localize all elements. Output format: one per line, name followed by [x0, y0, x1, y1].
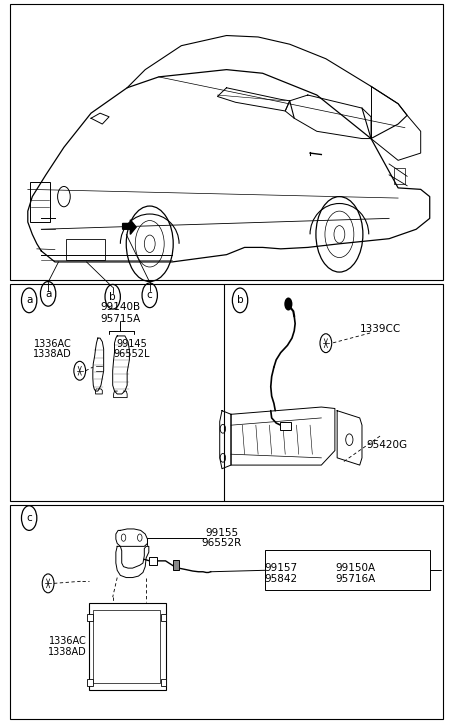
Polygon shape: [123, 220, 136, 234]
Bar: [161, 679, 166, 686]
Bar: [280, 422, 291, 430]
Bar: [394, 168, 405, 183]
Text: 99140B: 99140B: [100, 302, 140, 312]
Bar: [89, 603, 165, 690]
Text: 99150A: 99150A: [335, 563, 375, 573]
Bar: [161, 614, 166, 621]
Text: 95716A: 95716A: [335, 574, 376, 584]
Bar: [10, 4, 443, 280]
Text: c: c: [26, 513, 32, 523]
Text: 1336AC: 1336AC: [34, 339, 72, 349]
Circle shape: [284, 297, 293, 310]
Bar: [30, 182, 50, 222]
Text: 1336AC: 1336AC: [48, 635, 87, 646]
Text: 95715A: 95715A: [100, 313, 140, 324]
Bar: [87, 679, 93, 686]
Bar: [93, 610, 160, 683]
Text: 1338AD: 1338AD: [48, 646, 87, 656]
Bar: [10, 284, 443, 502]
Text: b: b: [109, 292, 116, 302]
Bar: [265, 550, 430, 590]
Text: 99145: 99145: [116, 339, 147, 349]
Text: 1339CC: 1339CC: [359, 324, 400, 334]
Text: 96552L: 96552L: [113, 349, 150, 359]
Text: 99155: 99155: [205, 528, 239, 537]
Bar: [173, 560, 178, 570]
Bar: [87, 614, 93, 621]
Bar: [10, 505, 443, 719]
Text: a: a: [45, 289, 51, 299]
Text: 99157: 99157: [264, 563, 297, 573]
Text: 96552R: 96552R: [202, 539, 242, 548]
Bar: [149, 556, 157, 565]
Text: b: b: [237, 295, 243, 305]
Text: 95842: 95842: [264, 574, 297, 584]
Bar: [66, 239, 105, 260]
Text: 95420G: 95420G: [366, 440, 407, 450]
Text: 1338AD: 1338AD: [33, 349, 72, 359]
Text: a: a: [26, 295, 32, 305]
Text: c: c: [147, 290, 153, 300]
